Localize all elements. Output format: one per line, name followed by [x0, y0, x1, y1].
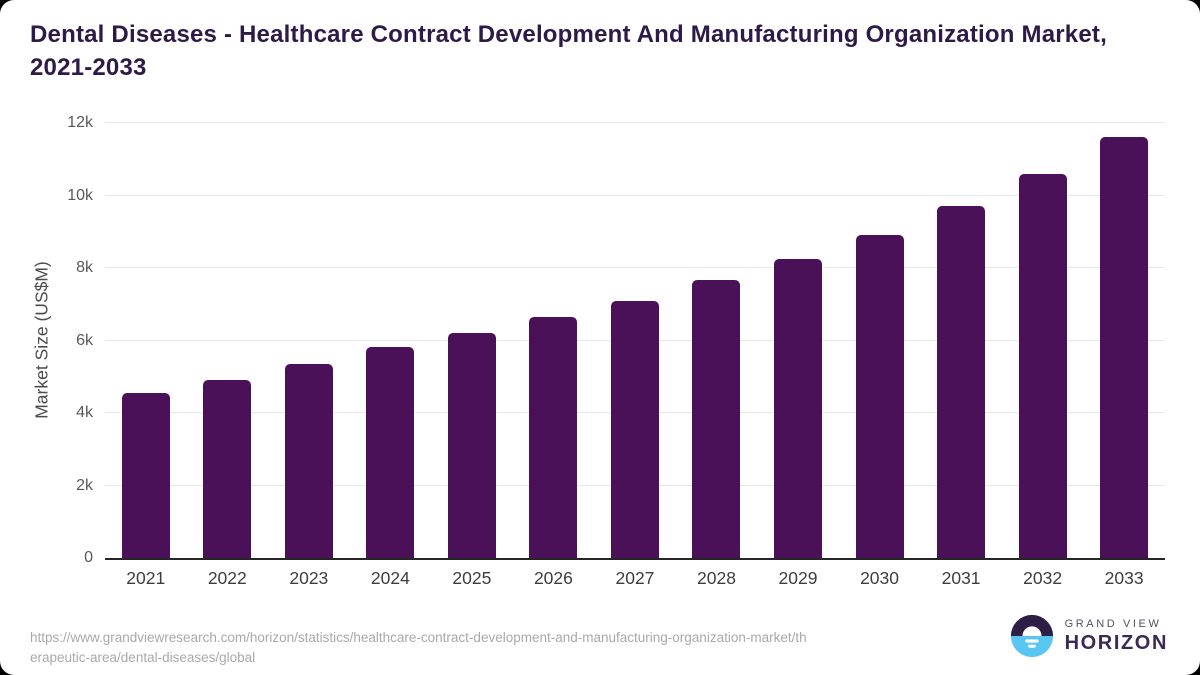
- source-url-line2: erapeutic-area/dental-diseases/global: [30, 650, 256, 665]
- bar-slot-2029: [757, 123, 839, 558]
- x-tick-2031: 2031: [941, 568, 981, 588]
- x-tick-2029: 2029: [778, 568, 818, 588]
- x-tick-2026: 2026: [533, 568, 573, 588]
- plot-area: [105, 122, 1165, 560]
- logo-text-horizon: HORIZON: [1064, 631, 1168, 654]
- bar-2022: [203, 379, 252, 558]
- y-tick-4k: 4k: [76, 404, 93, 421]
- horizon-sun-icon: [1009, 613, 1055, 659]
- grand-view-horizon-logo: GRAND VIEW HORIZON: [1009, 613, 1168, 659]
- bar-series: [105, 123, 1165, 558]
- logo-text-grand-view: GRAND VIEW: [1064, 617, 1162, 630]
- chart-title-line1: Dental Diseases - Healthcare Contract De…: [30, 21, 1107, 48]
- chart-title-line2: 2021-2033: [30, 54, 147, 81]
- source-url-line1: https://www.grandviewresearch.com/horizo…: [30, 630, 807, 645]
- bar-2032: [1018, 173, 1067, 558]
- source-url: https://www.grandviewresearch.com/horizo…: [30, 628, 910, 668]
- bar-slot-2033: [1083, 123, 1165, 558]
- x-tick-2027: 2027: [615, 568, 655, 588]
- bar-2025: [447, 332, 496, 558]
- bar-2024: [366, 346, 415, 558]
- bar-2026: [529, 317, 578, 558]
- bar-slot-2030: [839, 123, 921, 558]
- bar-slot-2023: [268, 123, 350, 558]
- bar-2029: [774, 258, 823, 558]
- x-tick-2025: 2025: [452, 568, 492, 588]
- y-tick-2k: 2k: [76, 476, 93, 494]
- chart-title: Dental Diseases - Healthcare Contract De…: [30, 18, 1170, 84]
- gridline-10k: [105, 194, 1165, 196]
- bar-slot-2027: [594, 123, 676, 558]
- y-tick-12k: 12k: [67, 114, 93, 131]
- bar-2027: [610, 301, 659, 558]
- bar-slot-2025: [431, 123, 513, 558]
- x-tick-2030: 2030: [860, 568, 900, 588]
- gridline-12k: [105, 122, 1165, 123]
- x-tick-2024: 2024: [370, 568, 410, 588]
- gridline-8k: [105, 267, 1165, 268]
- logo-text: GRAND VIEW HORIZON: [1065, 618, 1168, 655]
- y-tick-0: 0: [84, 549, 93, 566]
- bar-2033: [1100, 137, 1149, 558]
- bar-slot-2028: [676, 123, 758, 558]
- x-tick-2032: 2032: [1023, 568, 1063, 588]
- bar-slot-2032: [1002, 123, 1084, 558]
- bar-slot-2021: [105, 123, 187, 558]
- x-tick-2022: 2022: [207, 568, 247, 588]
- bar-2023: [284, 364, 333, 558]
- bar-2031: [937, 205, 986, 558]
- x-tick-2033: 2033: [1104, 568, 1144, 588]
- x-tick-2028: 2028: [697, 568, 736, 588]
- bar-slot-2026: [513, 123, 595, 558]
- y-tick-10k: 10k: [67, 186, 93, 204]
- bar-slot-2024: [350, 123, 432, 558]
- bar-slot-2022: [187, 123, 269, 558]
- x-tick-2021: 2021: [126, 568, 166, 588]
- y-axis-tick-labels: 0 2k 4k 6k 8k 10k 12k: [0, 114, 93, 566]
- x-axis-tick-labels: 2021 2022 2023 2024 2025 2026 2027 2028 2029 2030…: [105, 568, 1165, 589]
- y-tick-6k: 6k: [76, 331, 93, 349]
- bar-2030: [855, 235, 904, 558]
- bar-2021: [121, 393, 170, 558]
- bar-2028: [692, 280, 741, 558]
- bar-slot-2031: [920, 123, 1002, 558]
- y-tick-8k: 8k: [76, 259, 93, 276]
- x-tick-2023: 2023: [289, 568, 329, 588]
